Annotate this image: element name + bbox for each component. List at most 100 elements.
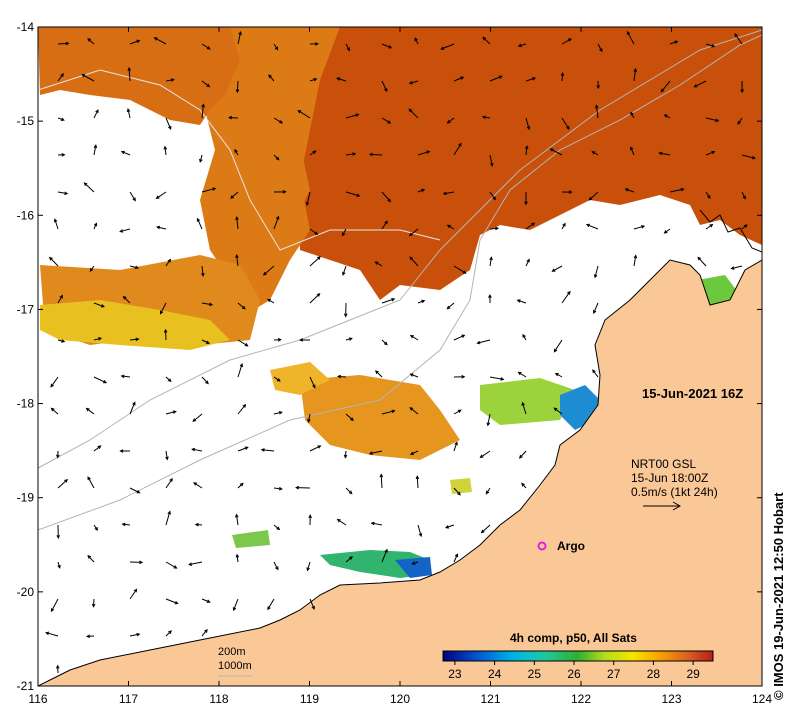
current-arrow [237,302,246,310]
current-arrow-head [560,72,565,77]
lon-tick-label: 121 [480,692,500,706]
current-arrow [261,449,275,452]
current-arrow-head [568,38,573,42]
current-arrow [518,43,527,47]
current-arrow-head [498,75,503,79]
current-arrow [597,43,603,52]
current-arrow-head [132,197,136,202]
current-arrow-head [454,441,458,446]
current-arrow-head [61,339,66,343]
lat-tick-label: -17 [17,302,35,316]
current-arrow [57,191,68,195]
current-arrow-head [336,518,341,523]
current-arrow-head [314,42,319,46]
current-arrow [120,228,131,233]
current-arrow [417,300,425,304]
lon-tick-label: 123 [661,692,681,706]
current-arrow [443,191,455,195]
current-arrow-head [343,313,348,318]
current-arrow [381,43,392,49]
current-arrow-head [517,371,522,376]
current-arrow-head [479,454,484,459]
current-arrow [489,257,492,267]
current-arrow [481,524,491,533]
current-arrow [561,291,571,304]
current-arrow-head [133,588,138,593]
current-arrow-head [59,294,63,299]
current-arrow [165,117,172,130]
land-mass[interactable] [38,259,762,686]
lon-tick-label: 122 [571,692,591,706]
current-arrow-head [275,215,280,220]
current-arrow-head [136,39,141,44]
current-arrow [237,483,244,489]
current-arrow [337,519,347,526]
current-arrow-head [136,490,141,494]
current-arrow-head [173,565,178,569]
current-arrow [122,523,131,526]
current-arrow-head [524,201,528,206]
current-arrow [345,43,350,51]
current-arrow [165,598,178,604]
current-arrow [267,598,275,610]
current-arrow [416,476,419,489]
current-arrow-head [348,337,353,341]
depth-legend-200m: 200m [218,646,246,658]
current-arrow-head [567,290,571,295]
current-arrow-head [196,217,201,222]
current-arrow-head [341,232,346,237]
current-arrow [345,113,359,119]
lat-tick-label: -21 [17,679,35,693]
lat-tick-label: -15 [17,114,35,128]
current-arrow [165,478,173,489]
current-arrow-head [50,407,55,412]
current-arrow-head [274,46,279,51]
current-vectors [45,30,756,674]
current-arrow-head [442,191,447,196]
lon-tick-label: 119 [300,692,319,706]
current-arrow [705,224,713,230]
current-arrow-head [462,270,467,274]
current-arrow-head [409,256,414,261]
current-arrow [453,553,458,563]
current-arrow [409,80,419,84]
current-arrow [561,117,570,130]
current-arrow-head [457,409,462,413]
current-arrow-head [626,30,631,35]
current-arrow-head [98,337,103,341]
current-arrow [741,154,755,159]
argo-float-marker[interactable] [537,541,547,551]
current-arrow [236,554,239,563]
current-arrow-head [415,475,420,480]
current-arrow-head [740,89,744,94]
current-arrow [128,67,131,82]
current-arrow [93,337,102,341]
current-arrow [595,105,599,119]
current-arrow [694,80,707,88]
current-arrow [273,43,279,50]
current-arrow [307,413,311,422]
current-arrow [586,224,599,230]
current-arrow [199,154,203,162]
sst-yellow-small [450,478,472,494]
current-arrow-head [235,89,240,94]
current-arrow-head [205,380,209,385]
current-arrow-head [244,343,249,347]
current-arrow-head [522,333,526,338]
current-arrow-head [85,634,91,639]
current-arrow [519,450,527,459]
current-arrow-head [593,310,597,315]
current-arrow-head [170,78,175,82]
current-arrow-head [238,30,242,36]
current-arrow [123,296,131,304]
lon-tick-label: 118 [209,692,228,706]
current-arrow-head [317,445,322,449]
current-arrow-head [383,341,388,346]
current-arrow [489,75,502,82]
current-arrow [375,261,383,267]
current-arrow-head [566,125,570,130]
y-axis: -14 -15 -16 -17 -18 -19 -20 -21 [17,20,762,693]
current-arrow-head [368,152,373,157]
current-arrow [453,76,464,82]
current-arrow [525,77,536,82]
